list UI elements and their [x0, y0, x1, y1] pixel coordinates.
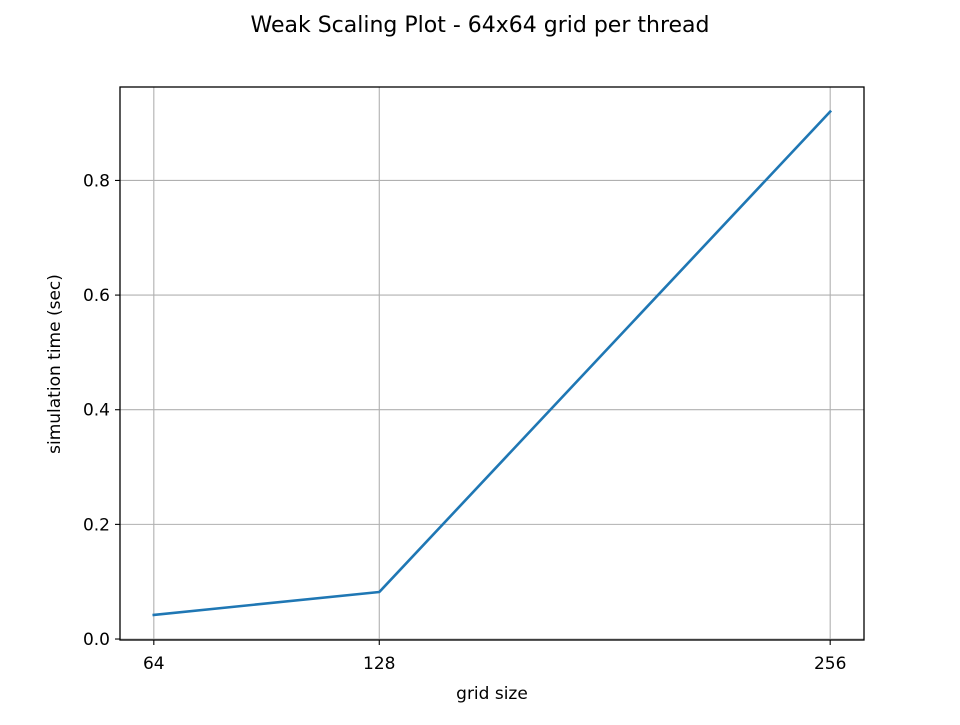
series-layer	[152, 109, 833, 617]
y-tick-label: 0.2	[83, 515, 110, 535]
y-axis-label: simulation time (sec)	[45, 274, 65, 454]
y-tick-label: 0.8	[83, 171, 110, 191]
x-tick-label: 64	[143, 654, 165, 674]
grid-lines	[120, 87, 864, 640]
y-tick-label: 0.0	[83, 630, 110, 650]
y-tick-label: 0.4	[83, 401, 110, 421]
x-tick-label: 128	[363, 654, 395, 674]
x-tick-label: 256	[814, 654, 846, 674]
chart-title: Weak Scaling Plot - 64x64 grid per threa…	[250, 13, 709, 38]
x-axis-ticks: 64 128 256	[143, 640, 846, 674]
y-axis-ticks: 0.0 0.2 0.4 0.6 0.8	[83, 171, 120, 650]
y-tick-label: 0.6	[83, 286, 110, 306]
x-axis-label: grid size	[456, 684, 528, 704]
axes-frame	[119, 86, 865, 641]
series-line	[152, 109, 833, 617]
